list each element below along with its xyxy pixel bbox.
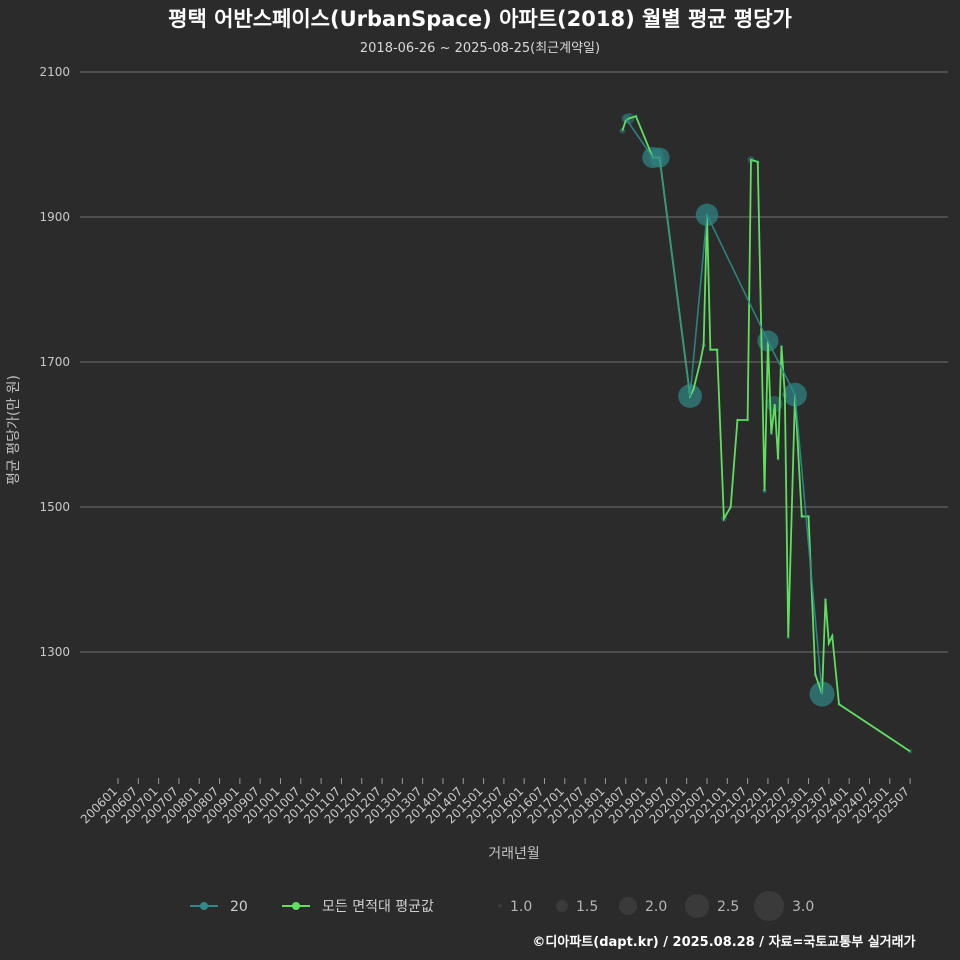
legend-label[interactable]: 20 (230, 899, 248, 915)
footer-credit: ©디아파트(dapt.kr) / 2025.08.28 / 자료=국토교통부 실… (532, 934, 915, 950)
size-legend-label: 2.5 (717, 899, 739, 915)
gridlines (80, 71, 948, 653)
size-legend-label: 3.0 (792, 899, 814, 915)
y-axis-tick-label: 1700 (39, 355, 70, 369)
legend-label[interactable]: 모든 면적대 평균값 (322, 899, 434, 915)
size-legend-bubble (556, 900, 568, 912)
size-legend-label: 1.0 (510, 899, 532, 915)
y-axis-title: 평균 평당가(만 원) (6, 375, 22, 485)
size-legend-bubble (619, 897, 637, 915)
size-legend-bubble (498, 904, 502, 908)
series-line (625, 117, 823, 695)
size-legend-bubble (754, 891, 784, 921)
size-legend-bubble (685, 894, 709, 918)
size-legend-label: 1.5 (576, 899, 598, 915)
data-lines (621, 115, 911, 753)
chart-subtitle: 2018-06-26 ~ 2025-08-25(최근계약일) (360, 41, 600, 56)
legend: 20 모든 면적대 평균값 (190, 899, 434, 915)
data-point-bubble (619, 127, 626, 134)
x-axis-title: 거래년월 (488, 846, 540, 862)
x-axis-ticks (117, 778, 911, 784)
y-axis-tick-label: 1500 (39, 500, 70, 514)
legend-marker-dot (292, 902, 300, 910)
y-axis-tick-labels: 1300 1500 1700 1900 2100 (39, 65, 70, 659)
size-legend: 1.0 1.5 2.0 2.5 3.0 (498, 891, 814, 921)
y-axis-tick-label: 1900 (39, 210, 70, 224)
page-title: 평택 어반스페이스(UrbanSpace) 아파트(2018) 월별 평균 평당… (168, 7, 792, 31)
y-axis-tick-label: 1300 (39, 645, 70, 659)
legend-marker-dot (200, 902, 208, 910)
y-axis-tick-label: 2100 (39, 65, 70, 79)
size-legend-label: 2.0 (645, 899, 667, 915)
